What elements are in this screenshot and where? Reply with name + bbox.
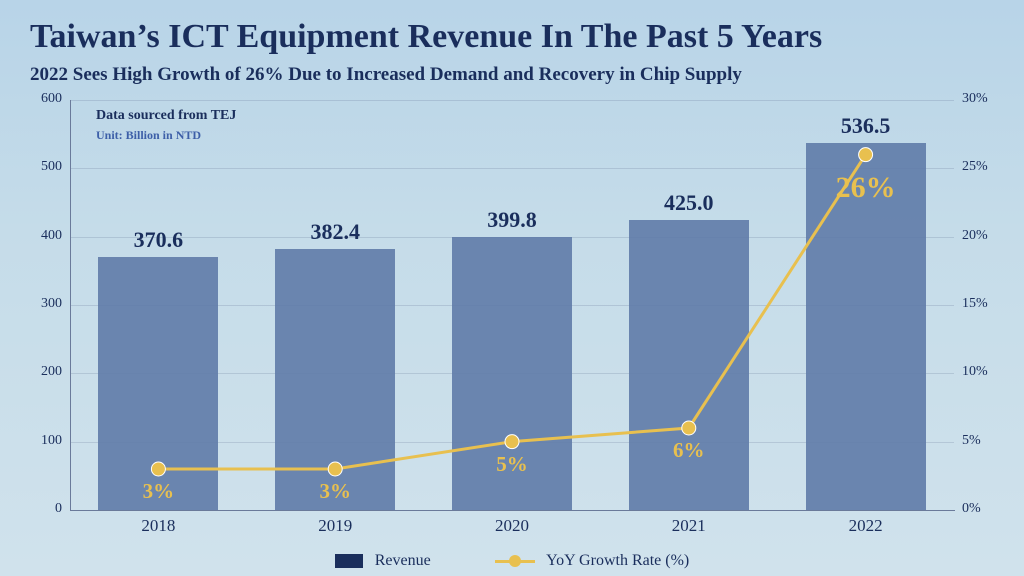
legend-revenue-swatch	[335, 554, 363, 568]
legend-growth-dot	[509, 555, 521, 567]
y-left-tick: 100	[22, 433, 62, 449]
y-right-tick: 5%	[962, 433, 1002, 449]
y-left-tick: 600	[22, 91, 62, 107]
legend-growth-label: YoY Growth Rate (%)	[546, 552, 689, 569]
unit-text: Unit: Billion in NTD	[96, 128, 201, 143]
y-right-tick: 30%	[962, 91, 1002, 107]
legend-revenue-label: Revenue	[375, 552, 431, 569]
y-right-tick: 10%	[962, 364, 1002, 380]
revenue-bar	[98, 257, 218, 510]
y-left-tick: 200	[22, 364, 62, 380]
y-left-tick: 0	[22, 501, 62, 517]
page-title: Taiwan’s ICT Equipment Revenue In The Pa…	[30, 18, 822, 56]
revenue-bar-label: 370.6	[98, 227, 218, 253]
revenue-bar-label: 425.0	[629, 190, 749, 216]
growth-label: 3%	[118, 479, 198, 504]
page-subtitle: 2022 Sees High Growth of 26% Due to Incr…	[30, 64, 742, 86]
y-right-tick: 25%	[962, 159, 1002, 175]
growth-label: 26%	[826, 171, 906, 205]
revenue-bar-label: 399.8	[452, 207, 572, 233]
revenue-bar-label: 382.4	[275, 219, 395, 245]
legend: Revenue YoY Growth Rate (%)	[0, 552, 1024, 570]
revenue-bar	[629, 220, 749, 510]
revenue-bar	[275, 249, 395, 510]
y-left-tick: 400	[22, 228, 62, 244]
growth-label: 6%	[649, 438, 729, 463]
growth-label: 3%	[295, 479, 375, 504]
revenue-bar-label: 536.5	[806, 113, 926, 139]
x-category-label: 2022	[806, 516, 926, 536]
x-category-label: 2019	[275, 516, 395, 536]
x-category-label: 2021	[629, 516, 749, 536]
gridline	[70, 100, 954, 101]
legend-growth-line	[495, 560, 535, 563]
y-right-tick: 15%	[962, 296, 1002, 312]
y-left-tick: 500	[22, 159, 62, 175]
y-right-tick: 20%	[962, 228, 1002, 244]
x-category-label: 2018	[98, 516, 218, 536]
x-category-label: 2020	[452, 516, 572, 536]
data-source-text: Data sourced from TEJ	[96, 108, 236, 124]
growth-label: 5%	[472, 452, 552, 477]
y-right-tick: 0%	[962, 501, 1002, 517]
y-left-tick: 300	[22, 296, 62, 312]
